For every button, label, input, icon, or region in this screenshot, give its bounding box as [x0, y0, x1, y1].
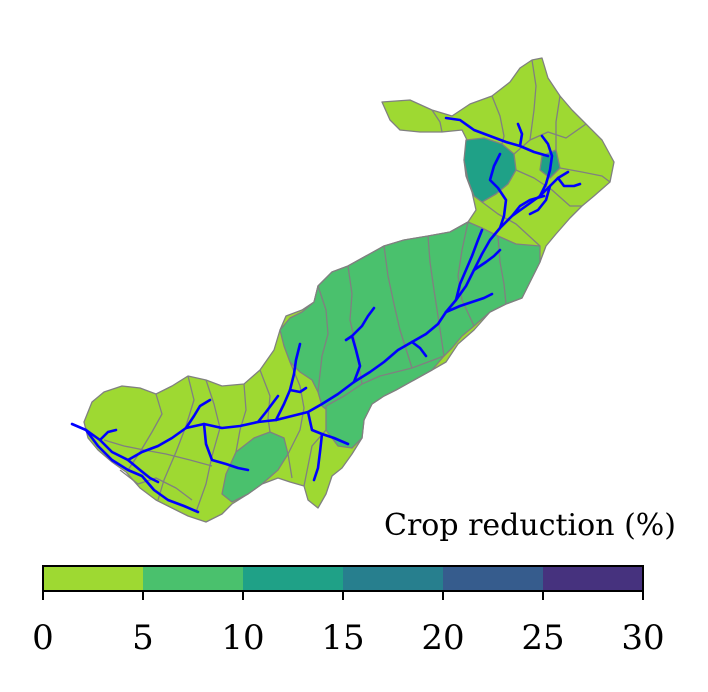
tributary [288, 386, 308, 394]
tributary [98, 428, 118, 442]
subcatchment-boundary [427, 235, 445, 357]
colorbar-bin [143, 566, 244, 591]
colorbar-title: Crop reduction (%) [383, 508, 676, 543]
subcatchment [221, 431, 289, 503]
subcatchment-boundary [317, 285, 329, 393]
subcatchment-boundary [127, 393, 163, 471]
subcatchment-boundary [529, 59, 537, 141]
subcatchment-boundary [457, 221, 475, 327]
subcatchment-boundary [481, 201, 541, 247]
tributary [472, 248, 502, 272]
tributary [312, 432, 324, 482]
subcatchment-boundary [383, 245, 413, 369]
tributary [184, 398, 212, 430]
tributary [444, 292, 494, 314]
tributary [510, 194, 546, 218]
subcatchment-boundary [497, 235, 507, 305]
colorbar-tick-label: 15 [321, 618, 365, 658]
colorbar-tick-label: 5 [132, 618, 154, 658]
tributary [528, 184, 552, 216]
tributary [274, 342, 302, 422]
tributary [410, 340, 428, 358]
tributary [538, 134, 554, 198]
subcatchment-boundary [103, 439, 213, 467]
subcatchment-boundary [555, 95, 561, 150]
colorbar-tick-label: 10 [221, 618, 265, 658]
colorbar-tick-label: 30 [621, 618, 665, 658]
colorbar [42, 565, 644, 600]
subcatchment-boundary [515, 169, 582, 207]
colorbar-bin [243, 566, 344, 591]
subcatchment-boundary [287, 361, 305, 479]
subcatchment-boundary [119, 469, 193, 501]
tributary [256, 394, 280, 424]
subcatchment-boundary [559, 167, 611, 183]
tributary [126, 458, 160, 484]
subcatchment-boundary [157, 375, 195, 501]
colorbar-bin [543, 566, 644, 591]
tributary [444, 116, 550, 158]
colorbar-bin [43, 566, 144, 591]
tributary [556, 176, 582, 188]
tributary [516, 122, 524, 148]
subcatchment-boundary [303, 429, 327, 487]
tributary [454, 228, 484, 302]
subcatchment [463, 137, 517, 203]
subcatchment-boundary [235, 383, 247, 453]
subcatchment-boundary [513, 123, 587, 155]
tributary [488, 152, 508, 230]
colorbar-tick-label: 25 [521, 618, 565, 658]
colorbar-tick-label: 0 [32, 618, 54, 658]
colorbar-tick-label: 20 [421, 618, 465, 658]
subcatchment-boundary [431, 109, 443, 133]
tributary [202, 422, 250, 472]
colorbar-bin [343, 566, 444, 591]
colorbar-bin [443, 566, 544, 591]
tributary [344, 334, 354, 342]
subcatchment-boundary [195, 379, 221, 513]
main-river [70, 170, 570, 462]
subcatchment [325, 355, 445, 449]
tributary [84, 428, 200, 514]
